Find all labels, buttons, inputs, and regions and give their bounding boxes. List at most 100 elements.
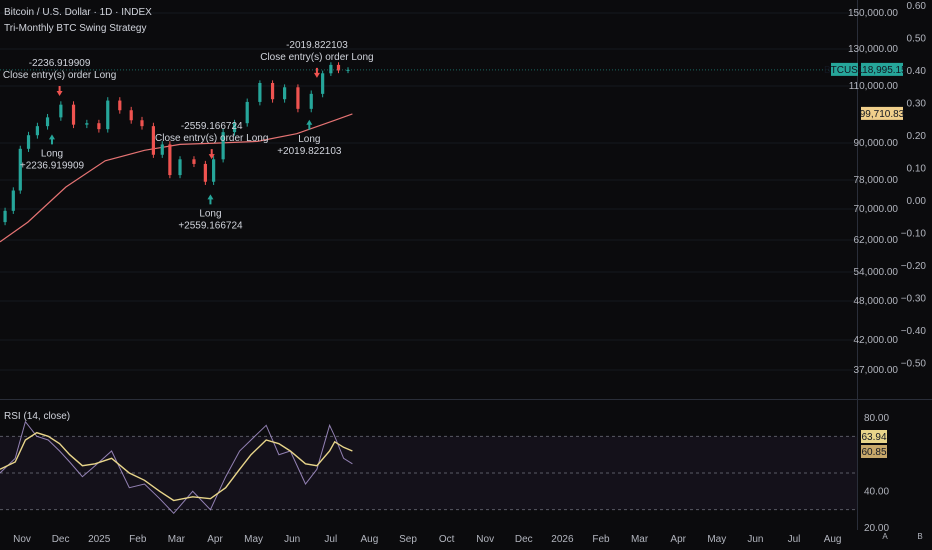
symbol-title[interactable]: Bitcoin / U.S. Dollar · 1D · INDEX [4,7,152,18]
entry-arrow-icon [48,134,55,145]
rsi-axis[interactable]: 80.00 40.00 20.00 [864,413,889,534]
candle-body [18,148,22,191]
scale-tick-label: 0.20 [907,131,927,142]
candle-body [160,144,164,155]
rsi-label[interactable]: RSI (14, close) [4,411,71,422]
scale-tick-label: 0.30 [907,99,927,110]
candle-body [85,123,89,125]
log-scale-button[interactable]: B [917,532,923,541]
time-tick-label: May [707,534,726,545]
time-tick-label: Mar [631,534,649,545]
exit-label: Close entry(s) order Long [155,133,268,144]
candle-body [221,132,225,160]
exit-label: Close entry(s) order Long [260,52,373,63]
time-tick-label: May [244,534,263,545]
candle-body [168,144,172,176]
price-tick-label: 150,000.00 [848,8,898,19]
currency-tag-bg [831,62,858,76]
exit-arrow-icon [56,86,63,97]
time-axis[interactable]: Nov Dec 2025 Feb Mar Apr May Jun Jul Aug Sep Oct Nov… [13,534,841,545]
candle-body [26,135,31,149]
exit-pnl: -2236.919909 [29,58,91,69]
price-tick-label: 54,000.00 [854,267,899,278]
scale-tick-label: 0.50 [907,34,927,45]
time-tick-label: Nov [476,534,494,545]
entry-pnl: +2559.166724 [178,220,243,231]
time-tick-label: Aug [361,534,379,545]
candle-body [151,126,155,155]
time-tick-label: Oct [439,534,455,545]
time-tick-label: 2026 [551,534,574,545]
price-tick-label: 48,000.00 [854,296,899,307]
scale-tick-label: 0.10 [907,164,927,175]
exit-arrow-icon [313,67,320,78]
currency-tag-text: BTCUSD [824,65,865,76]
exit-pnl: -2559.166724 [181,121,243,132]
scale-tick-label: −0.30 [901,294,927,305]
candle-body [71,104,76,125]
left-price-axis[interactable]: 150,000.00 130,000.00 110,000.00 90,000.00 7… [848,8,898,376]
rsi-value-tag-text: 63.94 [861,432,886,443]
time-tick-label: Apr [207,534,223,545]
exit-label: Close entry(s) order Long [3,70,116,81]
price-tick-label: 37,000.00 [854,365,899,376]
candle-body [232,123,237,133]
candle-body [3,210,7,223]
scale-tick-label: −0.50 [901,359,927,370]
candle-body [35,126,39,136]
entry-pnl: +2019.822103 [277,146,342,157]
time-tick-label: Nov [13,534,31,545]
last-price-tag-text: 118,995.15 [857,65,907,76]
price-tick-label: 62,000.00 [854,235,899,246]
candle-body [329,64,333,74]
candle-body [97,123,101,130]
rsi-value-tag-text: 60.85 [861,447,886,458]
rsi-series-0 [0,420,353,515]
exit-pnl: -2019.822103 [286,40,348,51]
entry-label: Long [298,134,320,145]
rsi-tick-label: 40.00 [864,486,889,497]
candle-body [296,87,300,109]
entry-label: Long [199,208,221,219]
scale-tick-label: −0.20 [901,261,927,272]
rsi-reference-lines [0,435,857,511]
candle-body [140,120,144,127]
ma-tag-bg [861,106,903,120]
time-tick-label: 2025 [88,534,111,545]
candle-body [106,100,110,130]
candle-body [11,190,15,211]
strategy-name[interactable]: Tri-Monthly BTC Swing Strategy [4,23,147,34]
candle-body [129,110,133,121]
candle-body [59,104,63,118]
rsi-tick-label: 80.00 [864,413,889,424]
rsi-series-1 [0,431,353,502]
right-scale-axis[interactable]: 0.60 0.50 0.40 0.30 0.20 0.10 0.00 −0.10 −0.20 −0… [901,1,927,370]
time-tick-label: Aug [824,534,842,545]
candle-body [346,69,350,71]
scale-tick-label: 0.00 [907,196,927,207]
time-tick-label: Feb [129,534,147,545]
rsi-tick-label: 20.00 [864,523,889,534]
candle-body [178,159,182,176]
candle-body [309,93,313,109]
time-tick-label: Apr [670,534,686,545]
candles [3,62,350,226]
entry-pnl: +2236.919909 [20,160,85,171]
entry-arrow-icon [207,194,214,205]
time-tick-label: Sep [399,534,417,545]
candle-body [192,159,196,164]
time-tick-label: Mar [168,534,186,545]
auto-scale-button[interactable]: A [882,532,888,541]
rsi-lines [0,420,353,515]
last-price-tag-bg [861,62,903,76]
candle-body [45,117,50,127]
price-tick-label: 90,000.00 [854,138,899,149]
candle-body [212,159,216,182]
time-tick-label: Dec [515,534,533,545]
entry-arrow-icon [306,119,313,130]
exit-arrow-icon [208,149,215,160]
price-tick-label: 130,000.00 [848,44,898,55]
